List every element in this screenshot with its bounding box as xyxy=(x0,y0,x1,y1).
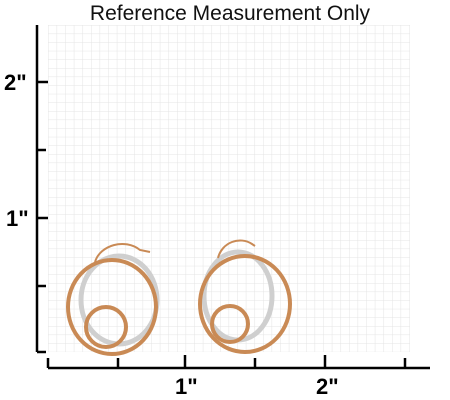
title: Reference Measurement Only xyxy=(90,2,371,25)
x-label: 2" xyxy=(316,374,339,399)
vertical-ruler xyxy=(35,25,48,354)
earring-right xyxy=(198,239,292,354)
y-label: 2" xyxy=(4,70,27,95)
grid xyxy=(48,25,410,352)
y-label: 1" xyxy=(6,206,29,231)
earring-left xyxy=(66,243,160,356)
horizontal-ruler xyxy=(46,355,430,370)
x-label: 1" xyxy=(175,374,198,399)
